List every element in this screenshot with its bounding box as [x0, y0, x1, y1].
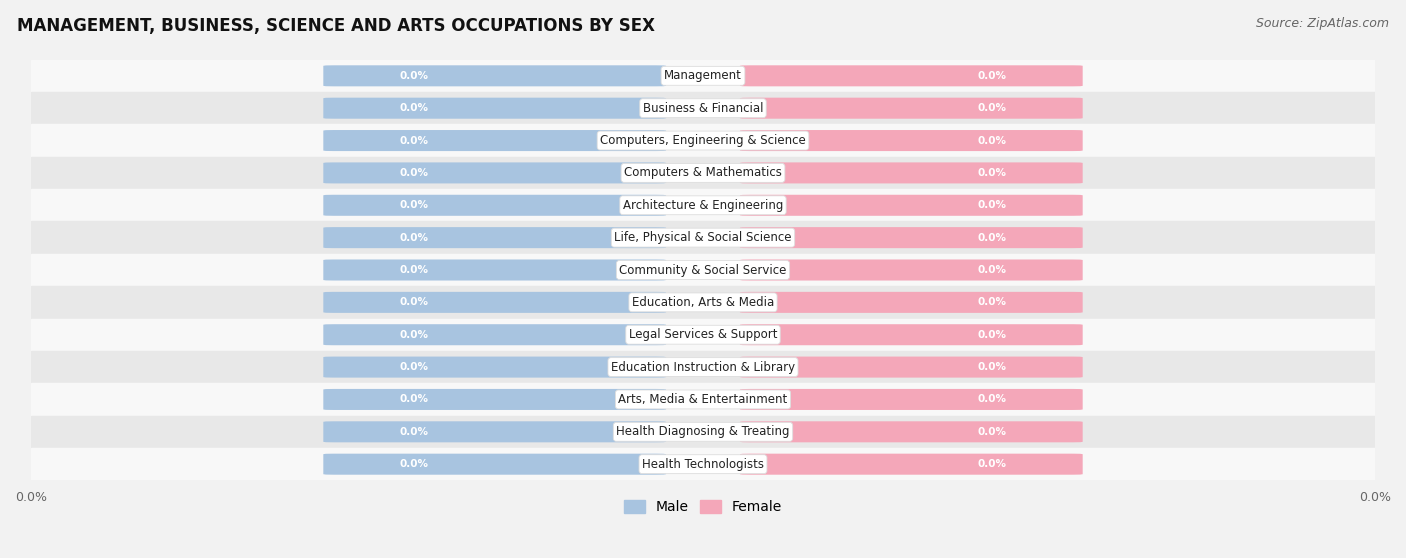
Legend: Male, Female: Male, Female: [619, 494, 787, 519]
Text: Education Instruction & Library: Education Instruction & Library: [612, 360, 794, 374]
Text: Arts, Media & Entertainment: Arts, Media & Entertainment: [619, 393, 787, 406]
Text: Architecture & Engineering: Architecture & Engineering: [623, 199, 783, 212]
Text: 0.0%: 0.0%: [977, 103, 1007, 113]
Text: 0.0%: 0.0%: [399, 362, 429, 372]
Text: 0.0%: 0.0%: [399, 103, 429, 113]
FancyBboxPatch shape: [323, 324, 666, 345]
FancyBboxPatch shape: [740, 130, 1083, 151]
Text: 0.0%: 0.0%: [399, 168, 429, 178]
FancyBboxPatch shape: [740, 259, 1083, 281]
Text: 0.0%: 0.0%: [399, 330, 429, 340]
FancyBboxPatch shape: [323, 292, 666, 313]
FancyBboxPatch shape: [323, 162, 666, 184]
FancyBboxPatch shape: [740, 98, 1083, 119]
Text: 0.0%: 0.0%: [399, 265, 429, 275]
Text: Computers & Mathematics: Computers & Mathematics: [624, 166, 782, 180]
Text: 0.0%: 0.0%: [977, 200, 1007, 210]
FancyBboxPatch shape: [323, 357, 666, 378]
FancyBboxPatch shape: [740, 227, 1083, 248]
Text: Health Diagnosing & Treating: Health Diagnosing & Treating: [616, 425, 790, 439]
Bar: [31, 286, 1375, 319]
Text: 0.0%: 0.0%: [399, 200, 429, 210]
FancyBboxPatch shape: [740, 357, 1083, 378]
FancyBboxPatch shape: [740, 162, 1083, 184]
Text: 0.0%: 0.0%: [977, 297, 1007, 307]
Bar: [31, 92, 1375, 124]
Text: Community & Social Service: Community & Social Service: [619, 263, 787, 277]
Text: 0.0%: 0.0%: [399, 427, 429, 437]
FancyBboxPatch shape: [323, 421, 666, 442]
Text: 0.0%: 0.0%: [977, 362, 1007, 372]
Text: 0.0%: 0.0%: [977, 71, 1007, 81]
Bar: [31, 254, 1375, 286]
Bar: [31, 416, 1375, 448]
Text: 0.0%: 0.0%: [399, 233, 429, 243]
FancyBboxPatch shape: [323, 454, 666, 475]
Bar: [31, 60, 1375, 92]
Text: 0.0%: 0.0%: [977, 330, 1007, 340]
Text: Life, Physical & Social Science: Life, Physical & Social Science: [614, 231, 792, 244]
Text: MANAGEMENT, BUSINESS, SCIENCE AND ARTS OCCUPATIONS BY SEX: MANAGEMENT, BUSINESS, SCIENCE AND ARTS O…: [17, 17, 655, 35]
Text: Legal Services & Support: Legal Services & Support: [628, 328, 778, 341]
Bar: [31, 124, 1375, 157]
Text: 0.0%: 0.0%: [977, 265, 1007, 275]
Text: Source: ZipAtlas.com: Source: ZipAtlas.com: [1256, 17, 1389, 30]
FancyBboxPatch shape: [740, 421, 1083, 442]
Bar: [31, 383, 1375, 416]
FancyBboxPatch shape: [323, 195, 666, 216]
FancyBboxPatch shape: [740, 389, 1083, 410]
Text: 0.0%: 0.0%: [977, 459, 1007, 469]
Text: Business & Financial: Business & Financial: [643, 102, 763, 115]
FancyBboxPatch shape: [740, 454, 1083, 475]
Text: 0.0%: 0.0%: [399, 297, 429, 307]
Bar: [31, 351, 1375, 383]
FancyBboxPatch shape: [323, 259, 666, 281]
FancyBboxPatch shape: [323, 389, 666, 410]
Text: Health Technologists: Health Technologists: [643, 458, 763, 471]
FancyBboxPatch shape: [323, 227, 666, 248]
Text: 0.0%: 0.0%: [977, 168, 1007, 178]
Text: Computers, Engineering & Science: Computers, Engineering & Science: [600, 134, 806, 147]
Text: Education, Arts & Media: Education, Arts & Media: [631, 296, 775, 309]
FancyBboxPatch shape: [323, 65, 666, 86]
Bar: [31, 157, 1375, 189]
Text: 0.0%: 0.0%: [977, 395, 1007, 405]
Text: 0.0%: 0.0%: [399, 136, 429, 146]
FancyBboxPatch shape: [740, 292, 1083, 313]
Bar: [31, 319, 1375, 351]
FancyBboxPatch shape: [740, 324, 1083, 345]
Text: 0.0%: 0.0%: [399, 395, 429, 405]
FancyBboxPatch shape: [323, 130, 666, 151]
Text: 0.0%: 0.0%: [399, 459, 429, 469]
FancyBboxPatch shape: [740, 195, 1083, 216]
Bar: [31, 189, 1375, 222]
Text: Management: Management: [664, 69, 742, 83]
Text: 0.0%: 0.0%: [977, 136, 1007, 146]
FancyBboxPatch shape: [323, 98, 666, 119]
Text: 0.0%: 0.0%: [977, 233, 1007, 243]
Text: 0.0%: 0.0%: [977, 427, 1007, 437]
FancyBboxPatch shape: [740, 65, 1083, 86]
Bar: [31, 222, 1375, 254]
Text: 0.0%: 0.0%: [399, 71, 429, 81]
Bar: [31, 448, 1375, 480]
